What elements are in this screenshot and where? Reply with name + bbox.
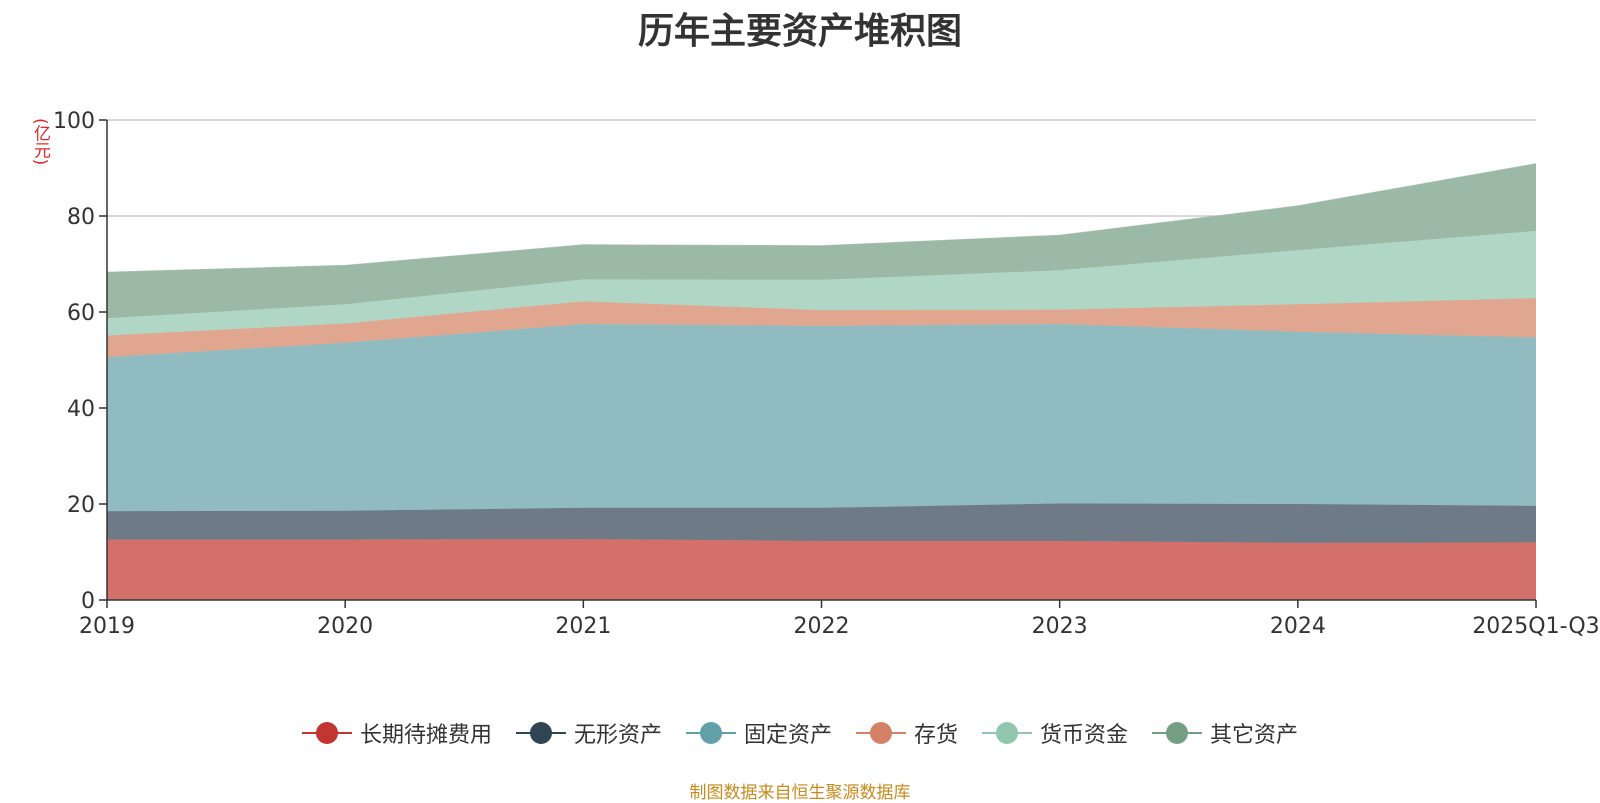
legend-marker-icon: [856, 719, 906, 747]
legend: 长期待摊费用 无形资产 固定资产 存货 货币资金 其它资产: [0, 713, 1600, 753]
legend-marker-icon: [685, 719, 736, 747]
legend-label: 存货: [914, 723, 959, 748]
legend-item-0[interactable]: 长期待摊费用: [301, 717, 492, 749]
stacked-area-chart: 0 20 40 60 80 100 2019 2020 2021 2022 2023 2024 2025…: [53, 109, 1600, 639]
x-tick-label: 2020: [317, 614, 373, 639]
area-series-0: [107, 539, 1536, 600]
legend-item-2[interactable]: 固定资产: [685, 717, 832, 749]
y-tick-label: 80: [67, 205, 95, 230]
legend-label: 固定资产: [743, 723, 832, 748]
y-tick-label: 40: [67, 397, 95, 422]
source-note: 制图数据来自恒生聚源数据库: [689, 783, 911, 803]
y-tick-label: 60: [67, 301, 95, 326]
y-tick-label: 20: [67, 493, 95, 518]
area-series: [106, 163, 1537, 600]
area-edge-5: [106, 163, 1537, 273]
y-tick-label: 0: [81, 589, 95, 614]
area-series-1: [107, 503, 1536, 543]
legend-marker-icon: [1152, 719, 1203, 747]
legend-item-1[interactable]: 无形资产: [515, 717, 662, 749]
chart-title: 历年主要资产堆积图: [637, 11, 962, 52]
area-series-2: [107, 324, 1536, 512]
x-tick-label: 2023: [1032, 614, 1088, 639]
legend-label: 货币资金: [1040, 723, 1129, 748]
legend-marker-icon: [982, 719, 1033, 747]
x-tick-label: 2019: [79, 614, 135, 639]
legend-label: 长期待摊费用: [359, 723, 492, 748]
area-series-4: [107, 230, 1536, 336]
legend-label: 其它资产: [1210, 723, 1299, 748]
x-tick-label: 2024: [1270, 614, 1326, 639]
x-tick-label: 2021: [555, 614, 611, 639]
legend-marker-icon: [515, 719, 566, 747]
area-series-5: [107, 163, 1536, 319]
axes: 0 20 40 60 80 100 2019 2020 2021 2022 2023 2024 2025…: [53, 109, 1600, 639]
legend-item-5[interactable]: 其它资产: [1152, 717, 1298, 749]
y-tick-label: 100: [53, 109, 95, 134]
x-tick-label: 2025Q1-Q3: [1472, 614, 1599, 639]
x-tick-label: 2022: [794, 614, 850, 639]
legend-label: 无形资产: [573, 723, 662, 748]
legend-item-4[interactable]: 货币资金: [982, 717, 1128, 749]
legend-item-3[interactable]: 存货: [856, 717, 958, 749]
y-axis-unit: (亿元): [30, 118, 50, 166]
legend-marker-icon: [301, 719, 352, 747]
